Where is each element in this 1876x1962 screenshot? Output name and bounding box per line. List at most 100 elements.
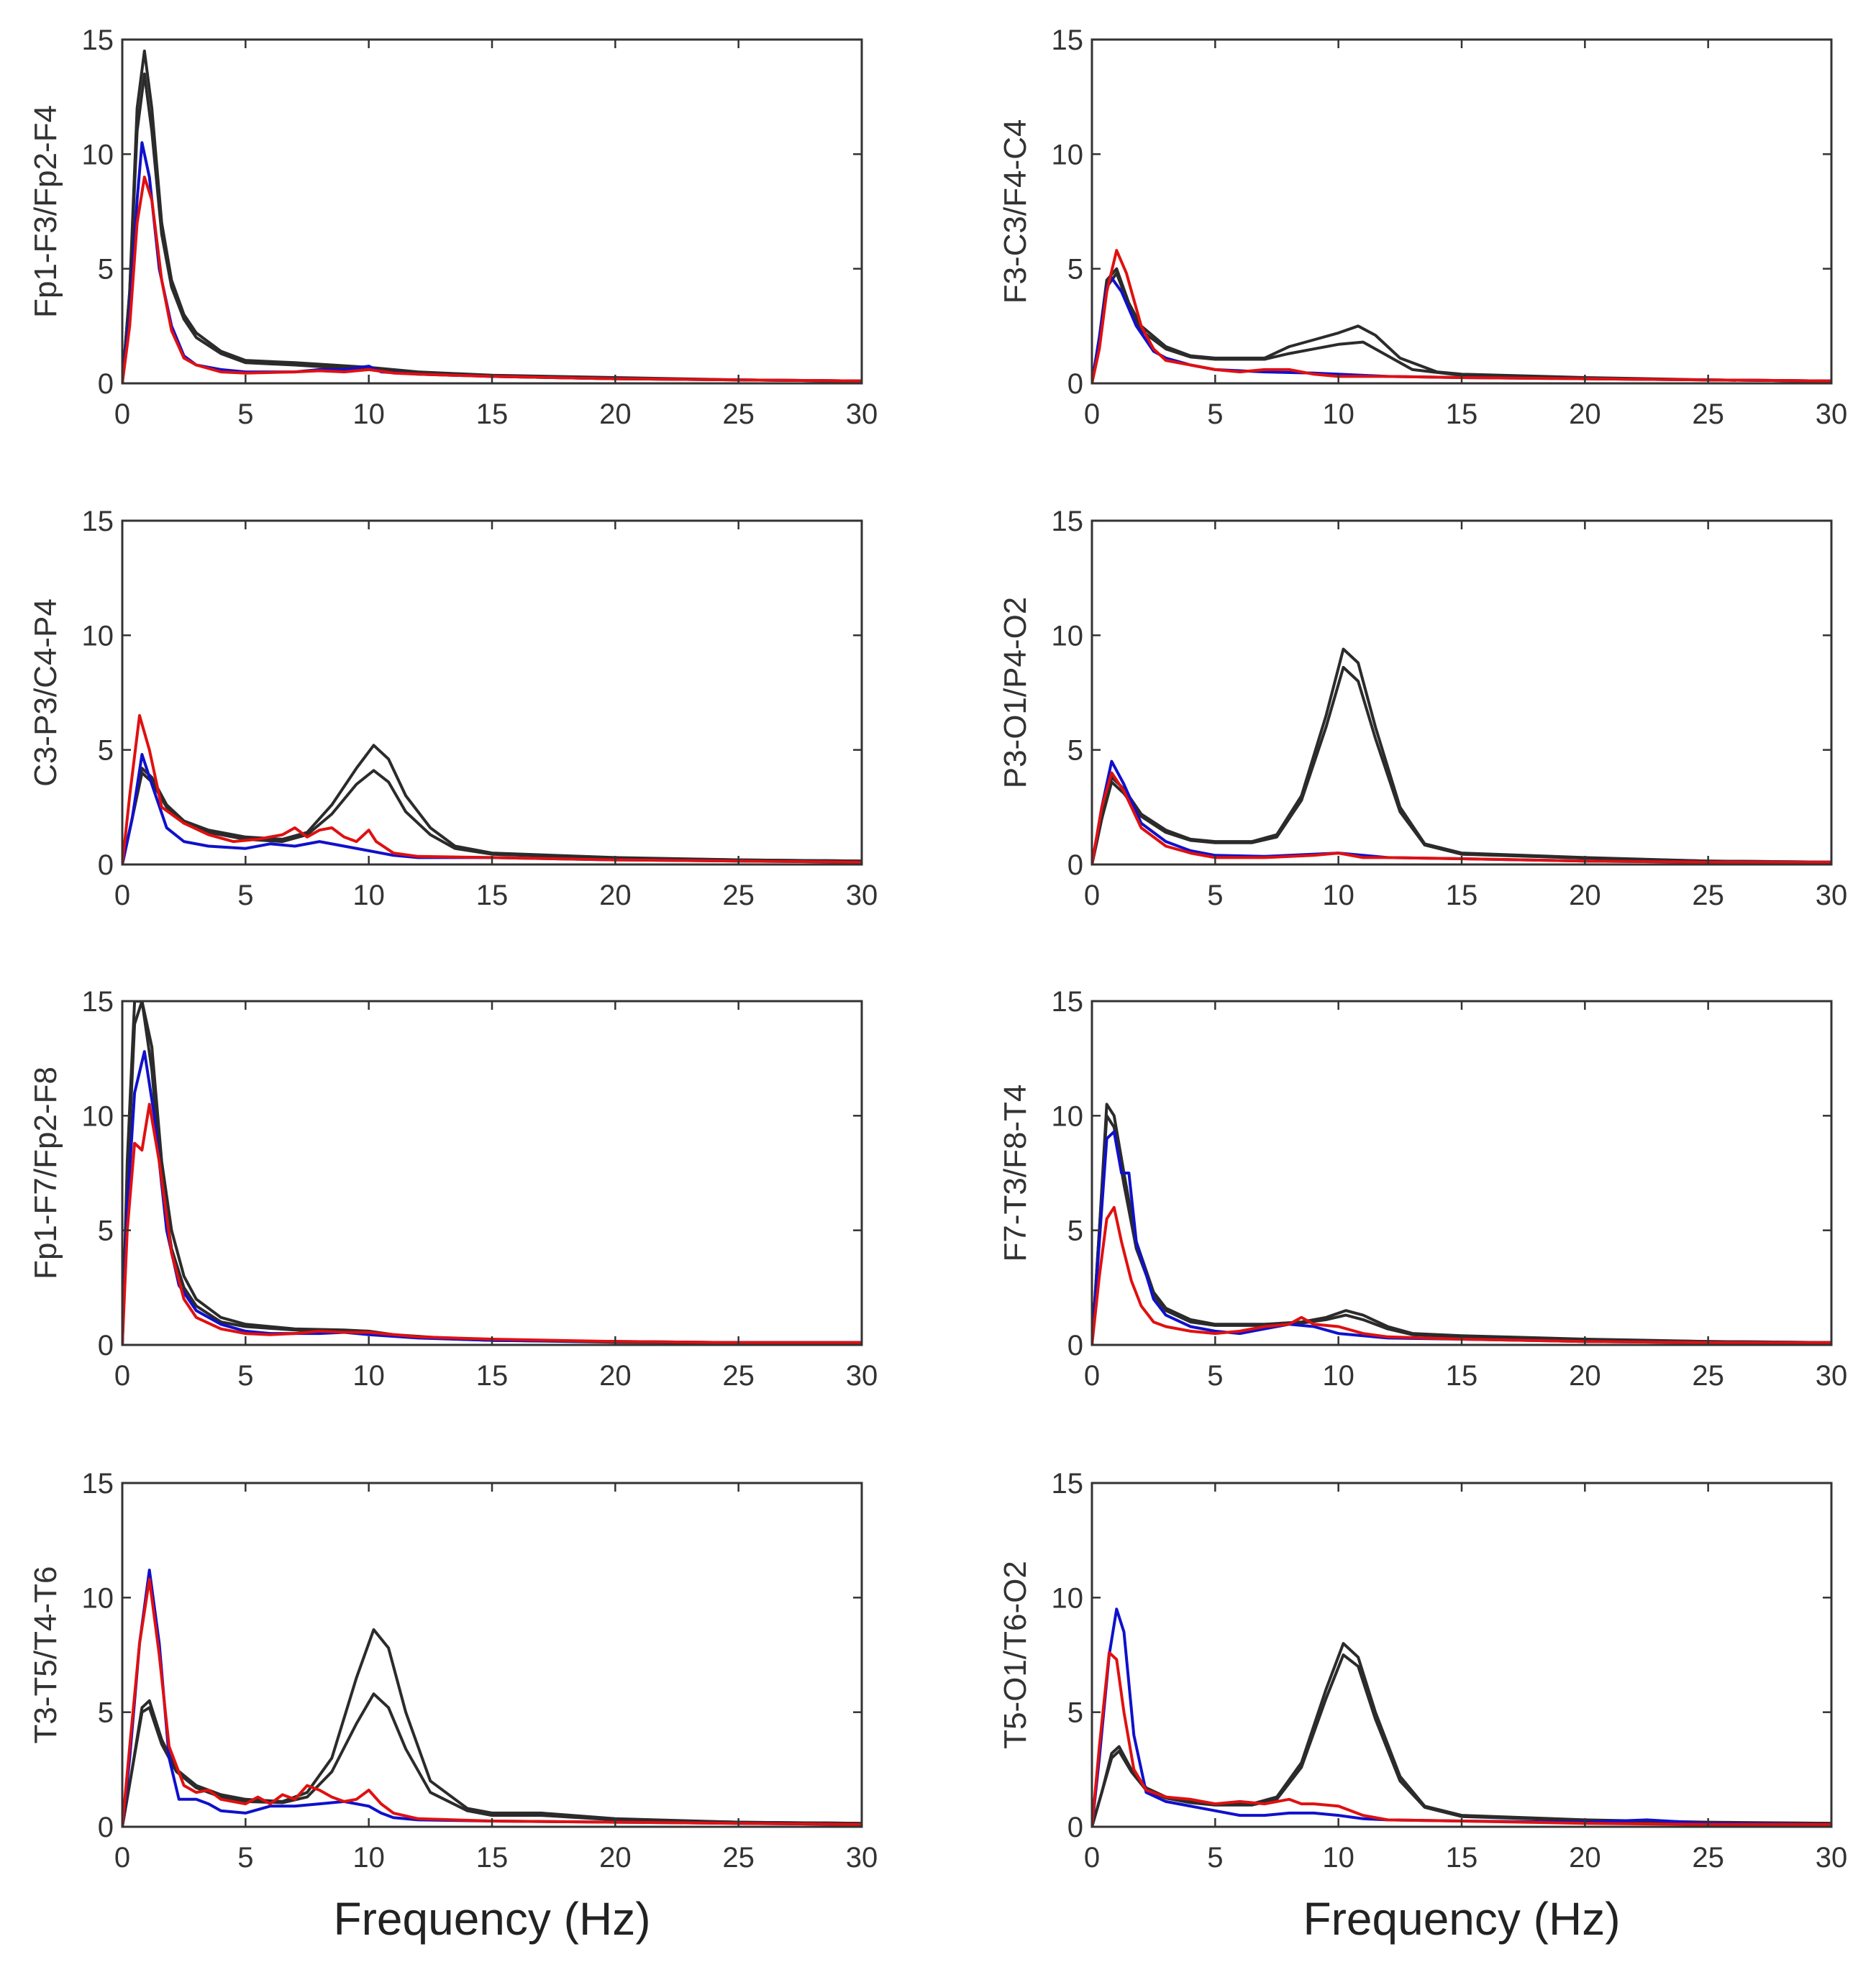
series-group (1092, 647, 1831, 864)
x-tick-label: 30 (846, 880, 878, 911)
x-tick-label: 5 (237, 398, 253, 430)
series-line-red (1092, 771, 1831, 864)
x-tick-label: 25 (1692, 1842, 1724, 1874)
y-tick-label: 0 (98, 1330, 114, 1361)
x-tick-label: 30 (1816, 398, 1848, 430)
y-tick-label: 0 (1067, 1812, 1083, 1843)
y-tick-label: 5 (1067, 735, 1083, 767)
y-tick-label: 5 (1067, 254, 1083, 286)
y-tick-label: 15 (82, 24, 114, 56)
y-tick-label: 15 (1052, 1468, 1084, 1500)
series-line-red (122, 1103, 862, 1345)
series-line-red (122, 175, 862, 383)
panel-5: 0 5 10 15 20 25 30 0 5 10 15 Fp1-F7/Fp2-F8 (28, 986, 878, 1392)
x-tick-label: 20 (1569, 1360, 1601, 1392)
panel-6: 0 5 10 15 20 25 30 0 5 10 15 F7-T3/F8-T4 (998, 986, 1847, 1392)
y-axis-label: Fp1-F7/Fp2-F8 (28, 1067, 63, 1279)
x-tick-label: 0 (114, 1360, 130, 1392)
y-tick-label: 10 (82, 1582, 114, 1614)
y-tick-label: 5 (1067, 1697, 1083, 1729)
x-tick-label: 10 (352, 398, 385, 430)
x-tick-label: 10 (1322, 398, 1354, 430)
y-tick-label: 5 (98, 254, 114, 286)
x-tick-label: 25 (722, 1842, 755, 1874)
y-axis-label: F3-C3/F4-C4 (998, 119, 1033, 304)
y-tick-label: 5 (98, 1215, 114, 1247)
x-tick-label: 0 (1084, 1842, 1100, 1874)
x-tick-label: 25 (722, 1360, 755, 1392)
series-line-red (1092, 1651, 1831, 1827)
y-tick-label: 5 (98, 735, 114, 767)
series-line-black-1 (122, 1628, 862, 1827)
x-tick-label: 0 (114, 1842, 130, 1874)
x-tick-label: 15 (1446, 398, 1478, 430)
x-tick-label: 30 (1816, 1360, 1848, 1392)
x-tick-label: 10 (1322, 880, 1354, 911)
x-tick-label: 5 (1207, 1360, 1223, 1392)
x-tick-label: 20 (599, 1842, 632, 1874)
x-tick-label: 10 (1322, 1360, 1354, 1392)
y-tick-label: 10 (1052, 1100, 1084, 1132)
series-group (1092, 1103, 1831, 1345)
x-tick-label: 20 (1569, 880, 1601, 911)
x-tick-label: 5 (1207, 1842, 1223, 1874)
x-tick-label: 30 (1816, 880, 1848, 911)
x-tick-label: 5 (237, 1842, 253, 1874)
x-tick-label: 20 (599, 880, 632, 911)
y-axis-label: F7-T3/F8-T4 (998, 1085, 1033, 1262)
x-tick-label: 25 (722, 880, 755, 911)
x-tick-label: 15 (1446, 1842, 1478, 1874)
y-axis-label: T5-O1/T6-O2 (998, 1561, 1033, 1749)
x-tick-label: 15 (476, 880, 509, 911)
y-tick-label: 15 (82, 986, 114, 1018)
x-tick-label: 30 (846, 1360, 878, 1392)
x-tick-label: 30 (846, 398, 878, 430)
y-tick-label: 10 (1052, 139, 1084, 170)
series-group (122, 1569, 862, 1827)
x-tick-label: 5 (1207, 398, 1223, 430)
y-tick-label: 15 (1052, 24, 1084, 56)
y-tick-label: 0 (1067, 849, 1083, 881)
x-tick-label: 20 (599, 1360, 632, 1392)
series-line-red (122, 1577, 862, 1827)
x-tick-label: 15 (1446, 1360, 1478, 1392)
y-tick-label: 0 (98, 1812, 114, 1843)
y-tick-label: 10 (82, 1100, 114, 1132)
series-line-red (122, 713, 862, 864)
y-tick-label: 10 (82, 139, 114, 170)
series-group (1092, 1607, 1831, 1827)
x-tick-label: 0 (1084, 398, 1100, 430)
x-tick-label: 10 (352, 880, 385, 911)
panels: 0 5 10 15 20 25 30 0 5 10 15 Fp1-F3/Fp2-F4 0 5 10 15 20 2… (28, 24, 1847, 1945)
y-tick-label: 0 (98, 368, 114, 400)
x-tick-label: 0 (114, 398, 130, 430)
y-tick-label: 15 (82, 506, 114, 537)
x-tick-label: 10 (352, 1360, 385, 1392)
panel-2: 0 5 10 15 20 25 30 0 5 10 15 F3-C3/F4-C4 (998, 24, 1847, 430)
y-tick-label: 15 (1052, 506, 1084, 537)
x-tick-label: 0 (114, 880, 130, 911)
x-axis-label: Frequency (Hz) (1303, 1893, 1621, 1945)
x-tick-label: 0 (1084, 1360, 1100, 1392)
series-group (1092, 249, 1831, 383)
x-tick-label: 15 (476, 1842, 509, 1874)
panel-7: 0 5 10 15 20 25 30 0 5 10 15 T3-T5/T4-T6 Frequency (… (28, 1468, 878, 1945)
y-tick-label: 15 (82, 1468, 114, 1500)
x-tick-label: 30 (846, 1842, 878, 1874)
x-tick-label: 5 (237, 880, 253, 911)
series-line-red (1092, 249, 1831, 383)
x-tick-label: 15 (476, 398, 509, 430)
y-tick-label: 5 (1067, 1215, 1083, 1247)
x-axis-label: Frequency (Hz) (334, 1893, 651, 1945)
x-tick-label: 0 (1084, 880, 1100, 911)
series-group (122, 1001, 862, 1345)
y-axis-label: C3-P3/C4-P4 (28, 598, 63, 787)
x-tick-label: 25 (1692, 880, 1724, 911)
x-tick-label: 25 (1692, 398, 1724, 430)
series-line-black-2 (122, 1692, 862, 1827)
y-tick-label: 10 (1052, 620, 1084, 652)
x-tick-label: 5 (237, 1360, 253, 1392)
x-tick-label: 25 (1692, 1360, 1724, 1392)
